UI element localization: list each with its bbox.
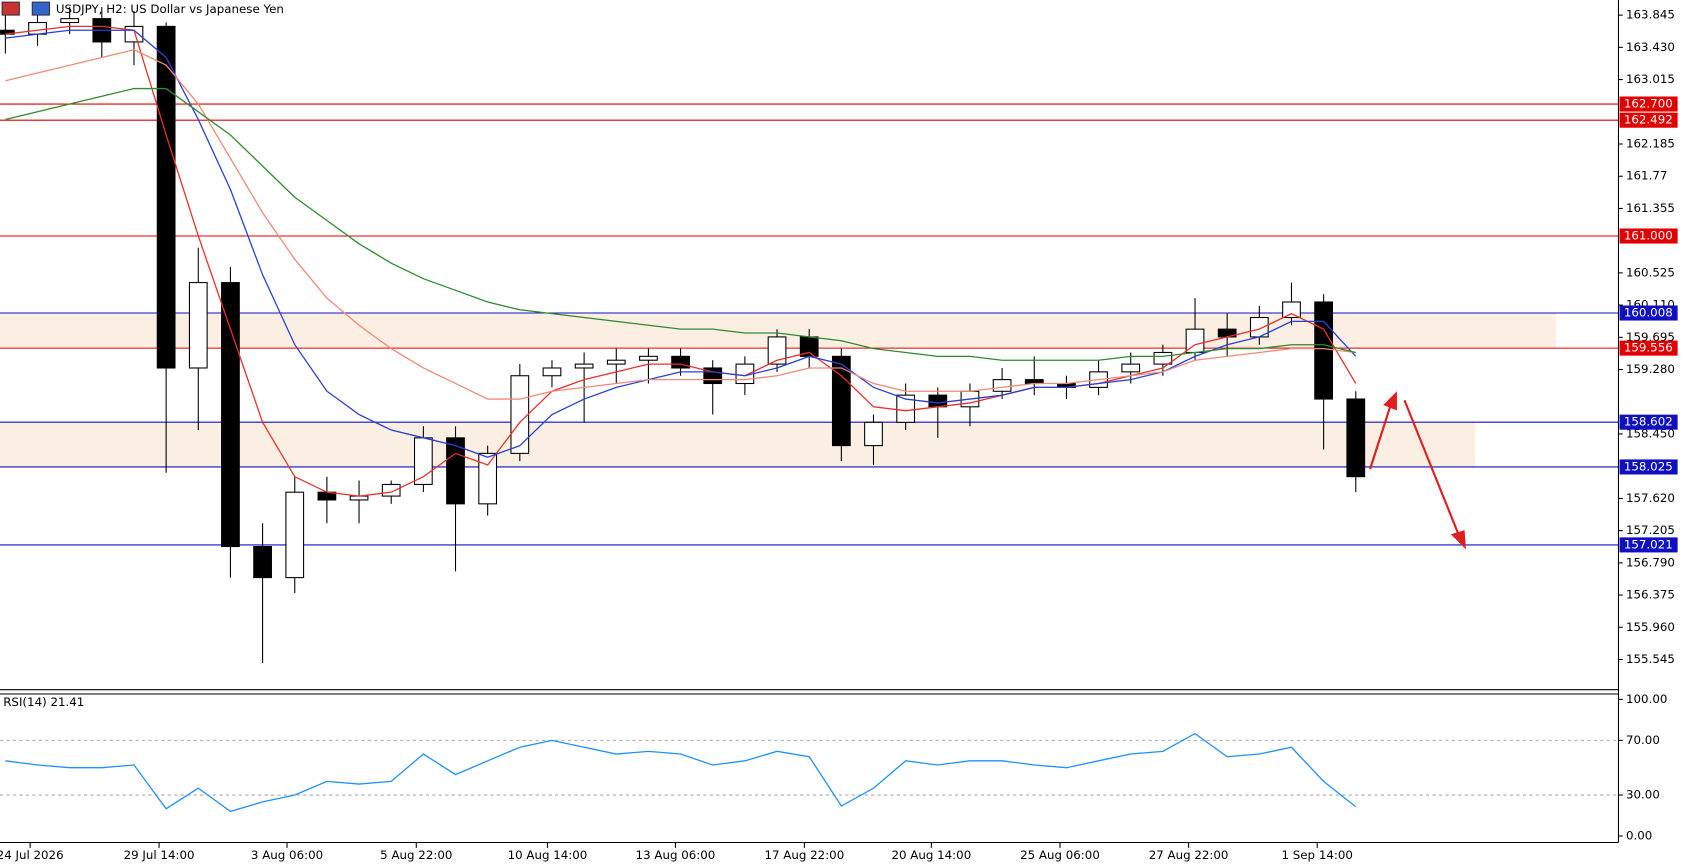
y-tick-label: 163.430	[1626, 40, 1675, 54]
y-tick-label: 156.790	[1626, 555, 1675, 569]
y-tick-label: 163.845	[1626, 8, 1675, 22]
candle-body	[1314, 301, 1334, 400]
candle-body	[510, 375, 530, 454]
candle-body	[992, 379, 1012, 392]
x-tick-label: 5 Aug 22:00	[380, 848, 452, 862]
moving-average	[5, 87, 1356, 361]
level-label: 162.492	[1624, 113, 1673, 127]
candle-body	[188, 282, 208, 369]
level-label: 160.008	[1624, 306, 1673, 320]
x-tick-label: 3 Aug 06:00	[251, 848, 323, 862]
x-tick-label: 20 Aug 14:00	[891, 848, 971, 862]
x-tick-label: 10 Aug 14:00	[508, 848, 588, 862]
candle-body	[381, 483, 401, 497]
x-tick-label: 1 Sep 14:00	[1281, 848, 1352, 862]
level-label: 157.021	[1624, 537, 1673, 551]
toolbar-icon[interactable]	[31, 1, 51, 16]
level-label: 162.700	[1624, 97, 1673, 111]
y-tick-label: 160.525	[1626, 265, 1675, 279]
candle-body	[671, 355, 690, 369]
indicator-title: RSI(14) 21.41	[3, 695, 84, 709]
candle-body	[606, 359, 626, 365]
y-tick-label: 158.450	[1626, 426, 1675, 440]
y-tick-label: 159.280	[1626, 362, 1675, 376]
candle-body	[542, 367, 562, 377]
y-tick-label: 0.00	[1626, 829, 1652, 843]
candle-body	[1121, 363, 1141, 373]
y-tick-label: 163.015	[1626, 72, 1675, 86]
y-tick-label: 161.77	[1626, 169, 1667, 183]
candle-body	[156, 25, 176, 369]
candle-body	[413, 437, 433, 485]
y-tick-label: 157.620	[1626, 491, 1675, 505]
candle-body	[864, 421, 883, 447]
level-label: 159.556	[1624, 341, 1673, 355]
zone	[0, 422, 1476, 467]
candle-body	[253, 545, 272, 579]
y-tick-label: 162.185	[1626, 137, 1675, 151]
x-tick-label: 29 Jul 14:00	[124, 848, 195, 862]
x-tick-label: 27 Aug 22:00	[1149, 848, 1229, 862]
x-tick-label: 24 Jul 2026	[0, 848, 64, 862]
candle-body	[1346, 398, 1366, 478]
candle-body	[285, 491, 305, 579]
y-tick-label: 30.00	[1626, 788, 1660, 802]
candle-body	[1282, 301, 1301, 319]
chart-title: USDJPY, H2: US Dollar vs Japanese Yen	[56, 2, 284, 16]
x-tick-label: 17 Aug 22:00	[764, 848, 844, 862]
candle-body	[28, 21, 47, 35]
level-label: 158.025	[1624, 459, 1673, 473]
level-label-box	[1619, 340, 1678, 356]
y-tick-label: 155.545	[1626, 652, 1675, 666]
level-label-box	[1619, 459, 1678, 475]
y-tick-label: 100.00	[1626, 692, 1667, 706]
forecast-arrows	[1369, 391, 1466, 550]
level-label-box	[1619, 305, 1678, 321]
y-tick-label: 156.375	[1626, 588, 1675, 602]
level-label-box	[1619, 112, 1678, 128]
level-label: 158.602	[1624, 415, 1673, 429]
candle-body	[478, 452, 498, 505]
candle-body	[639, 355, 658, 361]
candle-body	[60, 18, 80, 24]
candle-body	[0, 29, 15, 35]
candle-body	[928, 394, 948, 408]
candle-body	[767, 336, 787, 365]
rsi-line	[5, 732, 1357, 813]
y-tick-label: 157.205	[1626, 523, 1675, 537]
candle-body	[124, 25, 144, 43]
level-label-box	[1619, 228, 1678, 244]
candle-body	[574, 363, 594, 369]
level-label: 161.000	[1624, 229, 1673, 243]
toolbar-icon[interactable]	[1, 1, 20, 16]
candle-body	[831, 355, 851, 447]
y-tick-label: 161.355	[1626, 201, 1675, 215]
level-label-box	[1619, 96, 1678, 112]
moving-average	[5, 29, 1357, 458]
y-tick-label: 159.695	[1626, 330, 1675, 344]
level-label-box	[1619, 537, 1678, 553]
x-tick-label: 13 Aug 06:00	[636, 848, 716, 862]
y-tick-label: 70.00	[1626, 733, 1660, 747]
candle-body	[896, 394, 916, 423]
y-tick-label: 155.960	[1626, 620, 1675, 634]
candle-body	[1153, 351, 1173, 365]
level-label-box	[1619, 414, 1678, 430]
x-tick-label: 25 Aug 06:00	[1020, 848, 1100, 862]
candle-body	[221, 282, 240, 548]
moving-average	[5, 49, 1356, 400]
